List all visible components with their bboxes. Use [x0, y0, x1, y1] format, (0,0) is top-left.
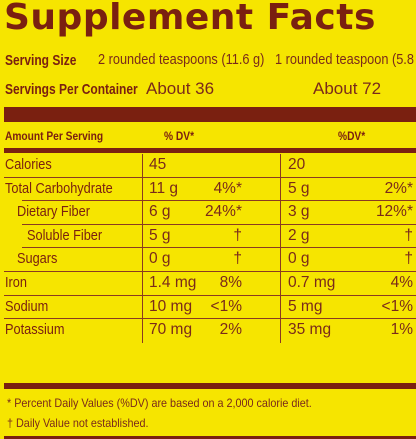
bottom-divider	[4, 383, 416, 389]
amount-col2: 20	[288, 156, 306, 173]
amount-col1: 0 g	[149, 250, 171, 268]
dv-col2: 12%*	[375, 203, 413, 221]
row-divider	[22, 247, 416, 249]
column-divider	[280, 154, 281, 178]
dv-col2: 4%	[390, 274, 413, 291]
row-label: Calories	[5, 156, 60, 174]
column-divider	[142, 272, 143, 296]
column-divider	[142, 177, 143, 202]
column-divider	[142, 224, 143, 249]
dv-col2: †	[404, 226, 413, 244]
servings-per-container-col2: About 72	[313, 79, 382, 98]
row-divider	[22, 200, 416, 202]
serving-size-col1: 2 rounded teaspoons (11.6 g)	[98, 51, 265, 68]
row-label: Iron	[5, 274, 31, 292]
dv-col1: 8%	[219, 274, 242, 291]
column-divider	[280, 295, 281, 320]
row-divider	[4, 270, 416, 272]
dv-col1: †	[233, 250, 242, 268]
amount-col2: 5 g	[288, 179, 310, 197]
table-row: Total Carbohydrate 11 g 4%* 5 g 2%*	[0, 177, 416, 202]
servings-per-container-col1: About 36	[146, 79, 215, 98]
servings-per-container-label: Servings Per Container	[5, 81, 138, 98]
dagger-footnote: † Daily Value not established.	[7, 416, 149, 430]
amount-col2: 0 g	[288, 250, 310, 268]
row-divider	[4, 294, 416, 296]
row-label-text: Total Carbohydrate	[5, 179, 113, 197]
column-divider	[280, 224, 281, 249]
column-divider	[142, 248, 143, 272]
amount-col2: 35 mg	[288, 321, 332, 339]
row-label: Potassium	[5, 321, 75, 339]
amount-col1: 6 g	[149, 203, 171, 221]
amount-col1: 1.4 mg	[149, 274, 197, 291]
row-divider	[4, 176, 416, 178]
column-divider	[280, 177, 281, 202]
dv-header-col1: % DV*	[164, 129, 195, 143]
dv-col1: 2%	[219, 321, 242, 339]
column-divider	[280, 319, 281, 343]
column-divider	[142, 201, 143, 225]
table-row: Potassium 70 mg 2% 35 mg 1%	[0, 319, 416, 343]
amount-col1: 11 g	[149, 179, 179, 197]
dv-col1: †	[233, 226, 242, 244]
row-divider	[4, 318, 416, 320]
panel-bottom-edge	[4, 436, 416, 439]
dv-col2: †	[404, 250, 413, 268]
row-divider	[22, 223, 416, 225]
dv-col2: 2%*	[384, 179, 413, 197]
amount-col2: 0.7 mg	[288, 274, 336, 291]
amount-col2: 3 g	[288, 203, 310, 221]
amount-col2: 2 g	[288, 226, 310, 244]
amount-col1: 70 mg	[149, 321, 193, 339]
row-label: Soluble Fiber	[27, 227, 115, 245]
serving-size-label: Serving Size	[5, 52, 77, 69]
row-label-text: Potassium	[5, 321, 65, 339]
dv-col2: 1%	[390, 321, 413, 339]
dv-col1: <1%	[210, 297, 242, 315]
table-row: Sodium 10 mg <1% 5 mg <1%	[0, 295, 416, 320]
panel-title: Supplement Facts	[4, 0, 376, 38]
amount-col1: 10 mg	[149, 297, 193, 315]
table-row: Iron 1.4 mg 8% 0.7 mg 4%	[0, 272, 416, 296]
column-divider	[142, 295, 143, 320]
table-row: Sugars 0 g † 0 g †	[0, 248, 416, 272]
column-divider	[280, 248, 281, 272]
dv-col2: <1%	[381, 297, 413, 315]
column-divider	[280, 272, 281, 296]
daily-value-footnote: * Percent Daily Values (%DV) are based o…	[7, 396, 312, 410]
row-label-text: Calories	[5, 156, 52, 173]
row-label: Total Carbohydrate	[5, 180, 132, 198]
table-row: Calories 45 20	[0, 154, 416, 178]
row-label-text: Sugars	[17, 250, 58, 268]
amount-col1: 45	[149, 156, 167, 173]
medium-divider	[4, 148, 416, 153]
row-label-text: Dietary Fiber	[17, 203, 90, 221]
row-label: Dietary Fiber	[17, 203, 103, 221]
dv-header-col2: %DV*	[338, 129, 366, 143]
column-divider	[280, 201, 281, 225]
dv-col1: 24%*	[204, 203, 242, 221]
column-divider	[142, 319, 143, 343]
row-label: Sodium	[5, 298, 56, 316]
column-divider	[142, 154, 143, 178]
dv-col1: 4%*	[213, 179, 242, 197]
row-label-text: Sodium	[5, 297, 49, 315]
row-label-text: Soluble Fiber	[27, 226, 103, 244]
amount-per-serving-header: Amount Per Serving	[5, 129, 104, 143]
serving-size-col2: 1 rounded teaspoon (5.8 g)	[275, 51, 416, 68]
thick-divider	[4, 107, 416, 122]
row-label-text: Iron	[5, 274, 27, 291]
amount-col2: 5 mg	[288, 297, 323, 315]
row-label: Sugars	[17, 250, 65, 268]
amount-col1: 5 g	[149, 226, 171, 244]
table-row: Dietary Fiber 6 g 24%* 3 g 12%*	[0, 201, 416, 225]
table-row: Soluble Fiber 5 g † 2 g †	[0, 224, 416, 249]
